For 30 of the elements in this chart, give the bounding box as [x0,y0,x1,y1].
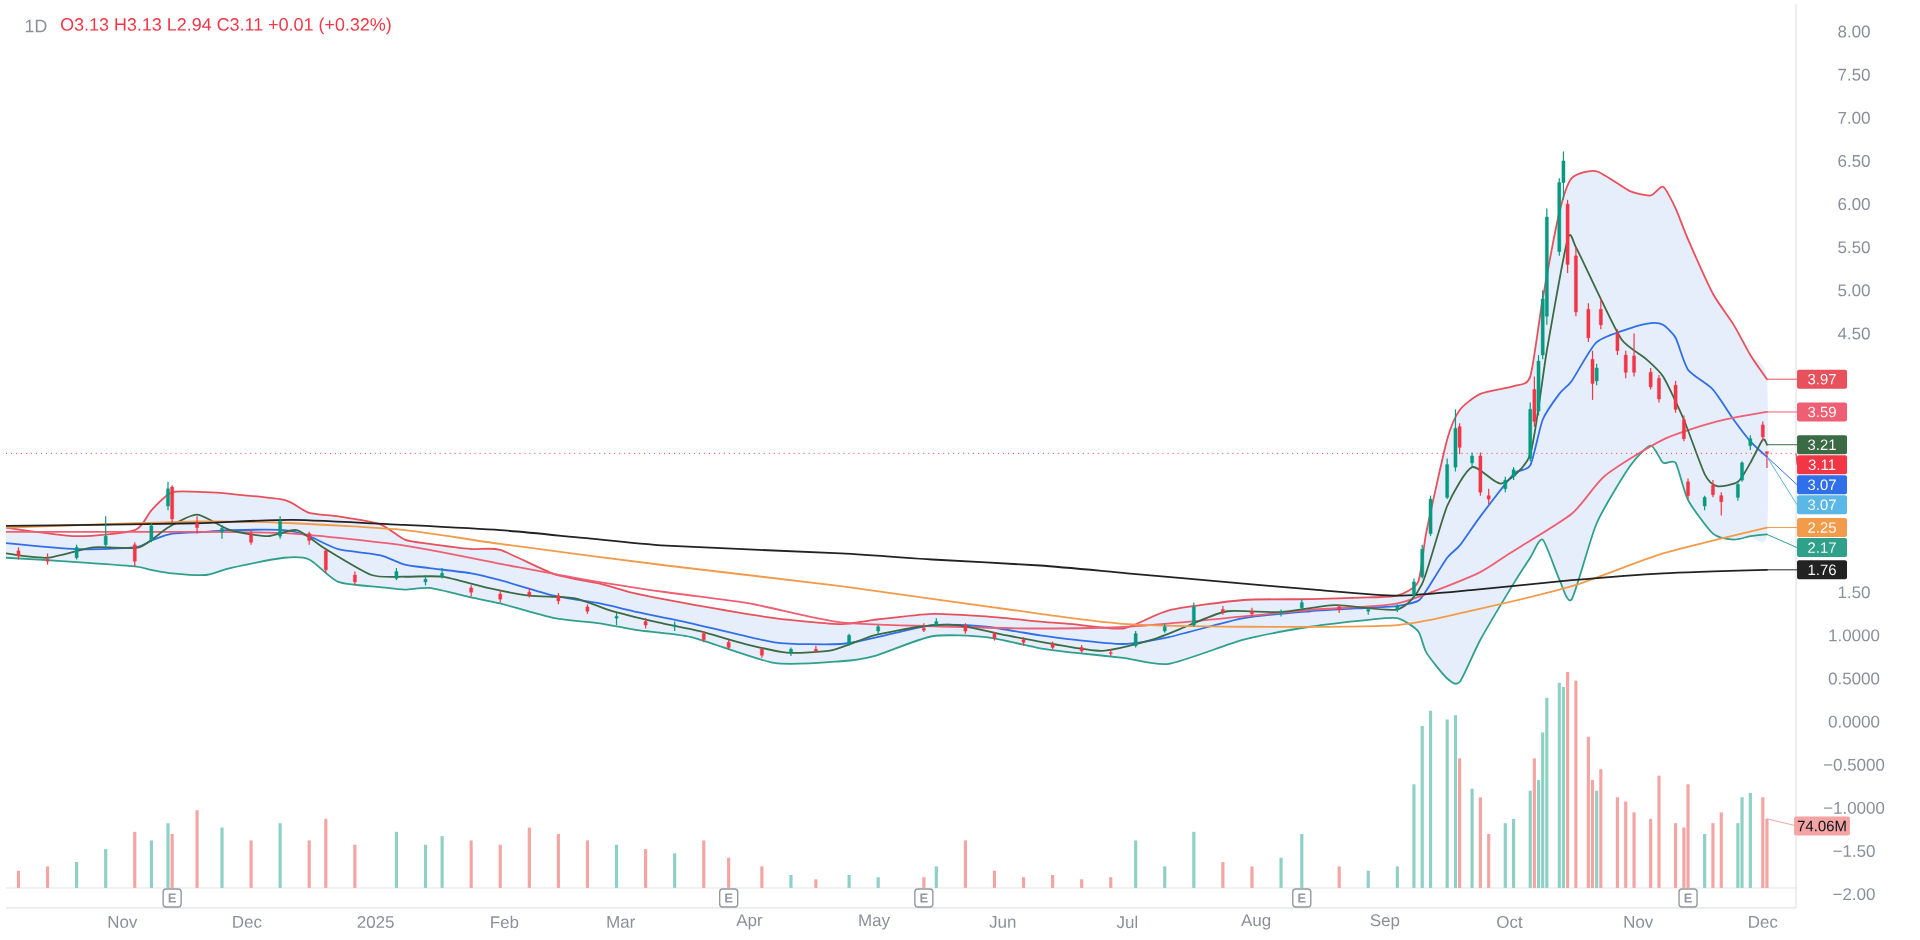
y-tick-label: 6.50 [1838,154,1870,167]
x-tick-label: 2025 [357,915,394,928]
x-tick-label: Sep [1370,914,1400,930]
y-tick-label: 1.0000 [1829,629,1880,642]
y-tick-label: 0.5000 [1828,672,1880,685]
y-tick-label: 6.00 [1838,198,1870,211]
text: 1D [25,19,47,33]
y-tick-label: 7.50 [1838,68,1870,81]
x-tick-label: Feb [491,915,519,929]
x-tick-label: Jul [1116,915,1138,929]
y-tick-label: 0.0000 [1828,715,1880,728]
x-tick-label: Dec [1749,916,1778,928]
x-tick-label: Apr [736,914,763,930]
y-tick-label: 5.00 [1838,284,1870,297]
x-tick-label: Jun [989,916,1016,928]
x-tick-label: Nov [1624,916,1654,928]
x-tick-label: Dec [233,916,262,928]
y-tick-label: 4.50 [1837,327,1870,340]
x-tick-label: Nov [108,916,138,928]
y-tick-label: 8.00 [1838,25,1870,38]
y-tick-label: 7.00 [1838,111,1870,124]
y-tick-label: 1.50 [1838,586,1870,599]
y-tick-label: −0.5000 [1824,758,1885,771]
x-tick-label: Oct [1497,915,1523,928]
x-tick-label: Mar [607,916,635,928]
y-tick-label: −1.0000 [1824,801,1885,814]
y-tick-label: 5.50 [1838,241,1870,254]
x-tick-label: May [859,914,890,930]
x-tick-label: Aug [1241,914,1271,930]
text: O3.13 H3.13 L2.94 C3.11 +0.01 (+0.32%) [60,17,391,35]
